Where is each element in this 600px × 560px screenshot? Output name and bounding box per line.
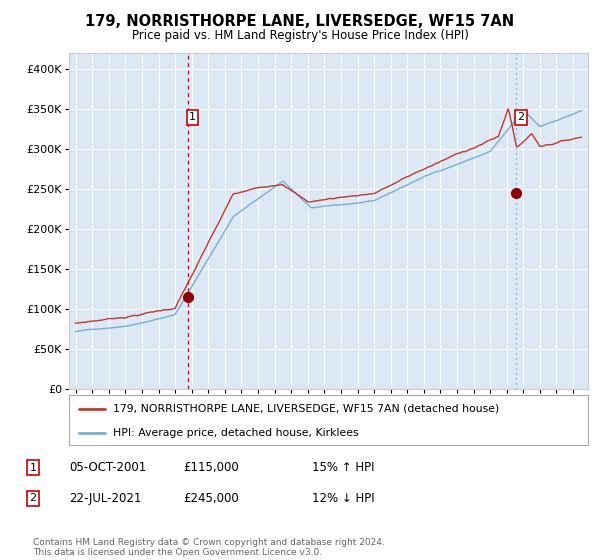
Text: 05-OCT-2001: 05-OCT-2001 [69, 461, 146, 474]
Text: 179, NORRISTHORPE LANE, LIVERSEDGE, WF15 7AN: 179, NORRISTHORPE LANE, LIVERSEDGE, WF15… [85, 14, 515, 29]
Text: 22-JUL-2021: 22-JUL-2021 [69, 492, 142, 505]
Text: £115,000: £115,000 [183, 461, 239, 474]
Text: 1: 1 [189, 113, 196, 123]
Text: HPI: Average price, detached house, Kirklees: HPI: Average price, detached house, Kirk… [113, 428, 359, 437]
Text: 2: 2 [518, 113, 524, 123]
Text: 15% ↑ HPI: 15% ↑ HPI [312, 461, 374, 474]
Text: 2: 2 [29, 493, 37, 503]
Text: 12% ↓ HPI: 12% ↓ HPI [312, 492, 374, 505]
Text: Price paid vs. HM Land Registry's House Price Index (HPI): Price paid vs. HM Land Registry's House … [131, 29, 469, 42]
Text: £245,000: £245,000 [183, 492, 239, 505]
Text: 1: 1 [29, 463, 37, 473]
Text: 179, NORRISTHORPE LANE, LIVERSEDGE, WF15 7AN (detached house): 179, NORRISTHORPE LANE, LIVERSEDGE, WF15… [113, 404, 499, 414]
Text: Contains HM Land Registry data © Crown copyright and database right 2024.
This d: Contains HM Land Registry data © Crown c… [33, 538, 385, 557]
